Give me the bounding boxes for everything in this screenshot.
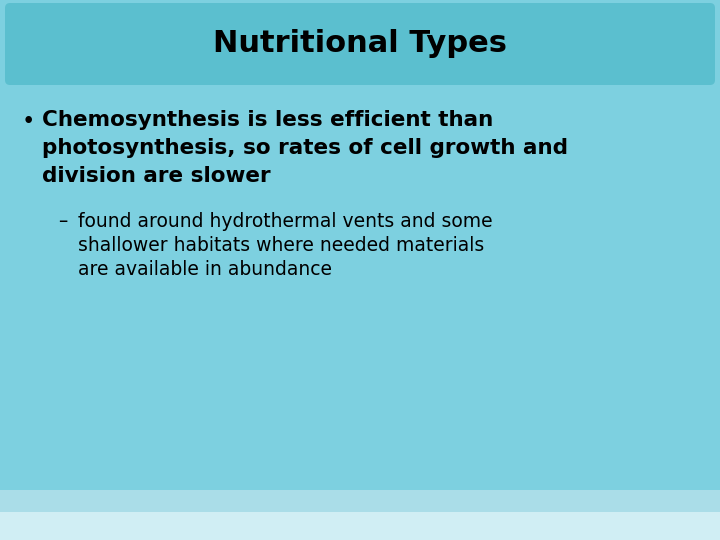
Text: division are slower: division are slower xyxy=(42,166,271,186)
Bar xyxy=(0,490,720,512)
Text: Nutritional Types: Nutritional Types xyxy=(213,30,507,58)
FancyBboxPatch shape xyxy=(5,3,715,85)
Bar xyxy=(0,50,720,490)
Text: •: • xyxy=(22,110,35,133)
Bar xyxy=(0,510,720,540)
Text: found around hydrothermal vents and some: found around hydrothermal vents and some xyxy=(78,212,492,231)
Text: Chemosynthesis is less efficient than: Chemosynthesis is less efficient than xyxy=(42,110,493,130)
Text: photosynthesis, so rates of cell growth and: photosynthesis, so rates of cell growth … xyxy=(42,138,568,158)
Text: –: – xyxy=(58,212,67,231)
Text: shallower habitats where needed materials: shallower habitats where needed material… xyxy=(78,236,485,255)
Text: are available in abundance: are available in abundance xyxy=(78,260,332,279)
